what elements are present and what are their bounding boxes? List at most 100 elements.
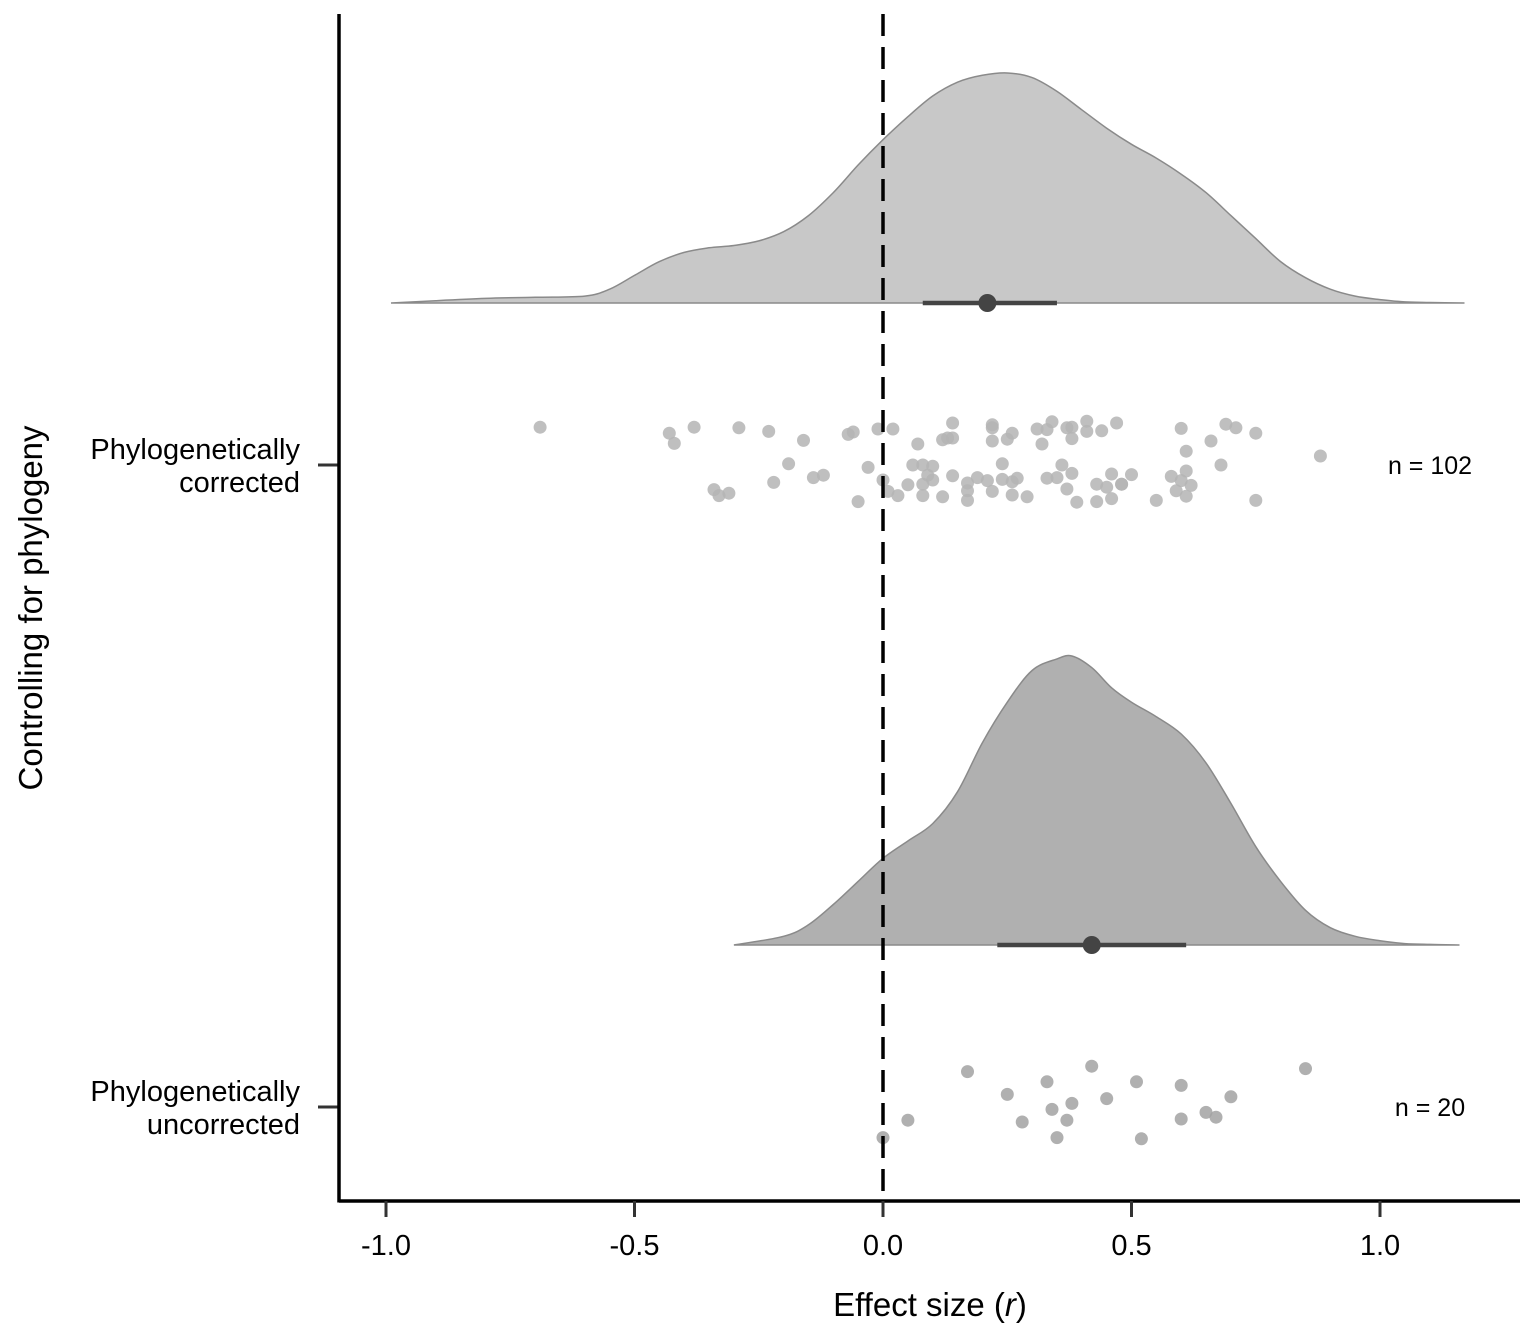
x-tick-label: 0.5 (1111, 1230, 1151, 1262)
data-point (662, 426, 676, 440)
data-point (961, 1065, 974, 1079)
data-point (1299, 1062, 1312, 1076)
data-point (687, 420, 701, 434)
data-point (1214, 458, 1228, 472)
data-point (916, 458, 930, 472)
data-point (1100, 1092, 1114, 1106)
mean-point (1082, 936, 1101, 954)
interval-layer (922, 294, 1187, 954)
data-point (1045, 1102, 1059, 1116)
data-point (1040, 471, 1054, 485)
data-point (712, 489, 726, 503)
data-point (1174, 1112, 1188, 1126)
data-point (782, 457, 796, 471)
data-point (1313, 449, 1327, 463)
data-point (901, 1113, 915, 1127)
data-point (970, 471, 984, 485)
data-point (926, 473, 940, 487)
data-point (1125, 468, 1138, 482)
density-curve (733, 654, 1460, 946)
data-point (985, 434, 999, 448)
data-point (1055, 458, 1069, 472)
data-point (1179, 464, 1193, 478)
data-point (1204, 434, 1218, 448)
data-point (1050, 471, 1064, 485)
x-tick-label: 1.0 (1360, 1230, 1400, 1262)
data-point (667, 436, 681, 450)
data-point (1199, 1105, 1213, 1119)
n-label: n = 20 (1395, 1094, 1465, 1122)
data-point (1085, 1059, 1099, 1073)
data-point (1105, 492, 1119, 506)
data-point (1164, 469, 1178, 483)
data-point (806, 471, 820, 485)
data-point (1110, 416, 1124, 430)
data-point (1065, 420, 1079, 434)
data-point (1224, 1090, 1238, 1104)
data-point (1020, 490, 1034, 504)
group-label: Phylogenetically corrected (90, 434, 300, 499)
data-point (901, 478, 915, 492)
data-point (936, 490, 950, 504)
data-point (1090, 495, 1104, 509)
data-point (1030, 422, 1044, 436)
group-label-line: Phylogenetically (90, 1076, 300, 1108)
data-point (911, 437, 925, 451)
data-point (1060, 482, 1074, 496)
data-point (1065, 432, 1079, 446)
data-point (1174, 474, 1188, 488)
mean-point (978, 294, 997, 312)
data-point (1249, 426, 1263, 440)
group-label-line: uncorrected (147, 1109, 300, 1141)
data-point (1149, 493, 1163, 507)
data-point (1070, 495, 1084, 509)
data-point (1080, 414, 1094, 428)
data-point (1095, 424, 1109, 438)
group-label-line: Phylogenetically (90, 434, 300, 466)
data-point (916, 489, 930, 503)
data-point (533, 420, 547, 434)
data-point (1130, 1075, 1143, 1089)
x-tick-label: 0.0 (863, 1230, 903, 1262)
data-point (886, 422, 900, 436)
data-point (1174, 421, 1188, 435)
points-layer (533, 414, 1327, 1146)
y-axis-label: Controlling for phylogeny (12, 425, 49, 791)
data-point (1005, 488, 1019, 502)
axes-layer: -1.0 -0.5 0.0 0.5 1.0 (318, 14, 1520, 1262)
data-point (1179, 489, 1193, 503)
data-point (1015, 1115, 1029, 1129)
x-axis-label-variable: r (1005, 1286, 1018, 1323)
data-point (961, 493, 974, 507)
data-point (1010, 471, 1024, 485)
data-point (1249, 493, 1263, 507)
x-axis-label: Effect size (r) (833, 1286, 1027, 1323)
data-point (980, 474, 994, 488)
data-point (906, 458, 920, 472)
data-point (985, 421, 999, 435)
data-point (1000, 1087, 1014, 1101)
data-point (946, 469, 960, 483)
data-point (861, 460, 875, 474)
data-point (1080, 424, 1094, 438)
data-point (1035, 437, 1049, 451)
data-point (946, 431, 960, 445)
data-point (1115, 477, 1129, 491)
data-point (1174, 1078, 1188, 1092)
data-point (1184, 478, 1198, 492)
data-point (1219, 417, 1233, 431)
data-point (891, 489, 905, 503)
x-axis-label-main: Effect size ( (833, 1286, 1005, 1323)
density-layer (390, 72, 1465, 946)
data-point (1060, 1113, 1074, 1127)
x-axis-label-end: ) (1016, 1286, 1027, 1323)
data-point (985, 484, 999, 498)
data-point (762, 424, 776, 438)
data-point (936, 433, 950, 447)
data-point (961, 484, 974, 498)
density-curve (390, 72, 1465, 304)
data-point (1179, 444, 1193, 458)
x-tick-label: -1.0 (361, 1230, 411, 1262)
data-point (1209, 1110, 1223, 1124)
